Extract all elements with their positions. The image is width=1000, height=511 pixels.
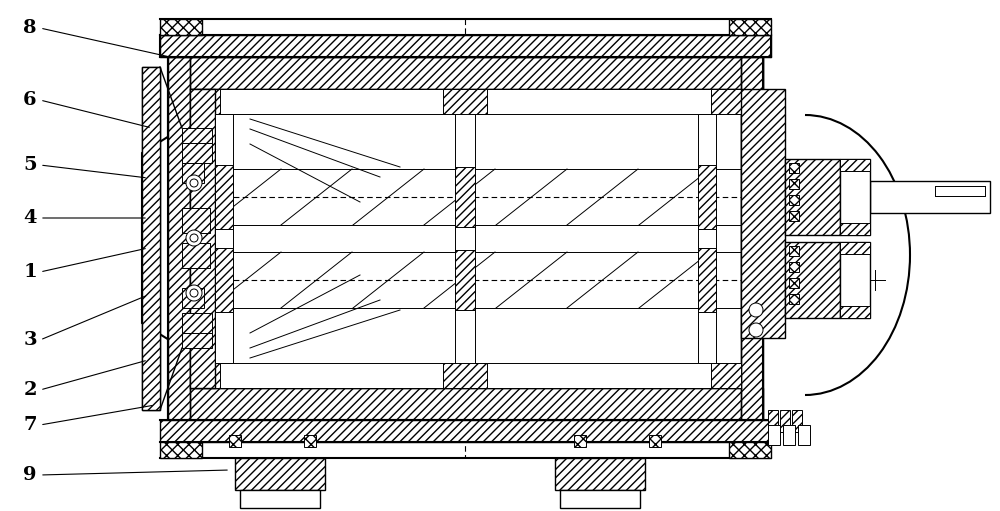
- Bar: [182, 243, 210, 268]
- Text: 5: 5: [23, 156, 37, 174]
- Bar: [555, 458, 645, 490]
- Circle shape: [186, 230, 202, 246]
- Bar: [768, 425, 780, 445]
- Bar: [840, 159, 870, 235]
- Bar: [443, 89, 487, 114]
- Bar: [142, 67, 160, 410]
- Bar: [840, 306, 870, 318]
- Bar: [168, 57, 763, 89]
- Bar: [785, 159, 840, 235]
- Bar: [729, 442, 771, 458]
- Bar: [711, 363, 741, 388]
- Bar: [160, 35, 771, 57]
- Bar: [142, 67, 160, 410]
- Bar: [160, 19, 202, 35]
- Bar: [789, 246, 799, 256]
- Bar: [560, 490, 640, 508]
- Bar: [455, 167, 475, 227]
- Bar: [160, 442, 202, 458]
- Bar: [783, 425, 795, 445]
- Bar: [190, 89, 215, 388]
- Bar: [168, 388, 763, 420]
- Bar: [168, 57, 763, 420]
- Bar: [215, 248, 233, 312]
- Bar: [168, 57, 190, 420]
- Bar: [840, 242, 870, 254]
- Text: 7: 7: [23, 416, 37, 434]
- Bar: [190, 89, 220, 114]
- Bar: [789, 195, 799, 205]
- Text: 6: 6: [23, 91, 37, 109]
- Bar: [182, 288, 204, 308]
- Bar: [840, 159, 870, 171]
- Circle shape: [186, 285, 202, 301]
- Circle shape: [190, 179, 198, 187]
- Circle shape: [190, 289, 198, 297]
- Bar: [649, 435, 661, 447]
- Bar: [215, 114, 233, 363]
- Bar: [182, 128, 212, 143]
- Bar: [240, 490, 320, 508]
- Bar: [870, 181, 990, 213]
- Bar: [780, 410, 790, 432]
- Bar: [455, 89, 475, 388]
- Bar: [741, 57, 763, 420]
- Bar: [190, 89, 741, 114]
- Bar: [789, 211, 799, 221]
- Bar: [182, 143, 212, 163]
- Bar: [304, 435, 316, 447]
- Circle shape: [749, 303, 763, 317]
- Polygon shape: [142, 128, 182, 348]
- Bar: [160, 420, 771, 442]
- Circle shape: [749, 323, 763, 337]
- Text: 4: 4: [23, 209, 37, 227]
- Bar: [182, 163, 204, 183]
- Bar: [935, 186, 985, 196]
- Bar: [840, 242, 870, 318]
- Text: 2: 2: [23, 381, 37, 399]
- Bar: [235, 458, 325, 490]
- Bar: [229, 435, 241, 447]
- Bar: [190, 363, 220, 388]
- Bar: [789, 294, 799, 304]
- Bar: [443, 363, 487, 388]
- Bar: [789, 278, 799, 288]
- Bar: [182, 333, 212, 348]
- Bar: [698, 248, 716, 312]
- Text: 3: 3: [23, 331, 37, 349]
- Bar: [792, 410, 802, 432]
- Bar: [182, 208, 210, 233]
- Circle shape: [190, 234, 198, 242]
- Bar: [789, 262, 799, 272]
- Bar: [698, 114, 716, 363]
- Bar: [455, 250, 475, 310]
- Bar: [190, 363, 741, 388]
- Bar: [182, 313, 212, 333]
- Bar: [215, 165, 233, 229]
- Bar: [698, 165, 716, 229]
- Bar: [574, 435, 586, 447]
- Bar: [741, 89, 785, 338]
- Circle shape: [186, 175, 202, 191]
- Bar: [215, 114, 230, 363]
- Text: 8: 8: [23, 19, 37, 37]
- Bar: [789, 179, 799, 189]
- Bar: [729, 19, 771, 35]
- Bar: [768, 410, 778, 432]
- Text: 9: 9: [23, 466, 37, 484]
- Text: 1: 1: [23, 263, 37, 281]
- Bar: [711, 89, 741, 114]
- Bar: [798, 425, 810, 445]
- Bar: [789, 163, 799, 173]
- Bar: [785, 242, 840, 318]
- Bar: [840, 223, 870, 235]
